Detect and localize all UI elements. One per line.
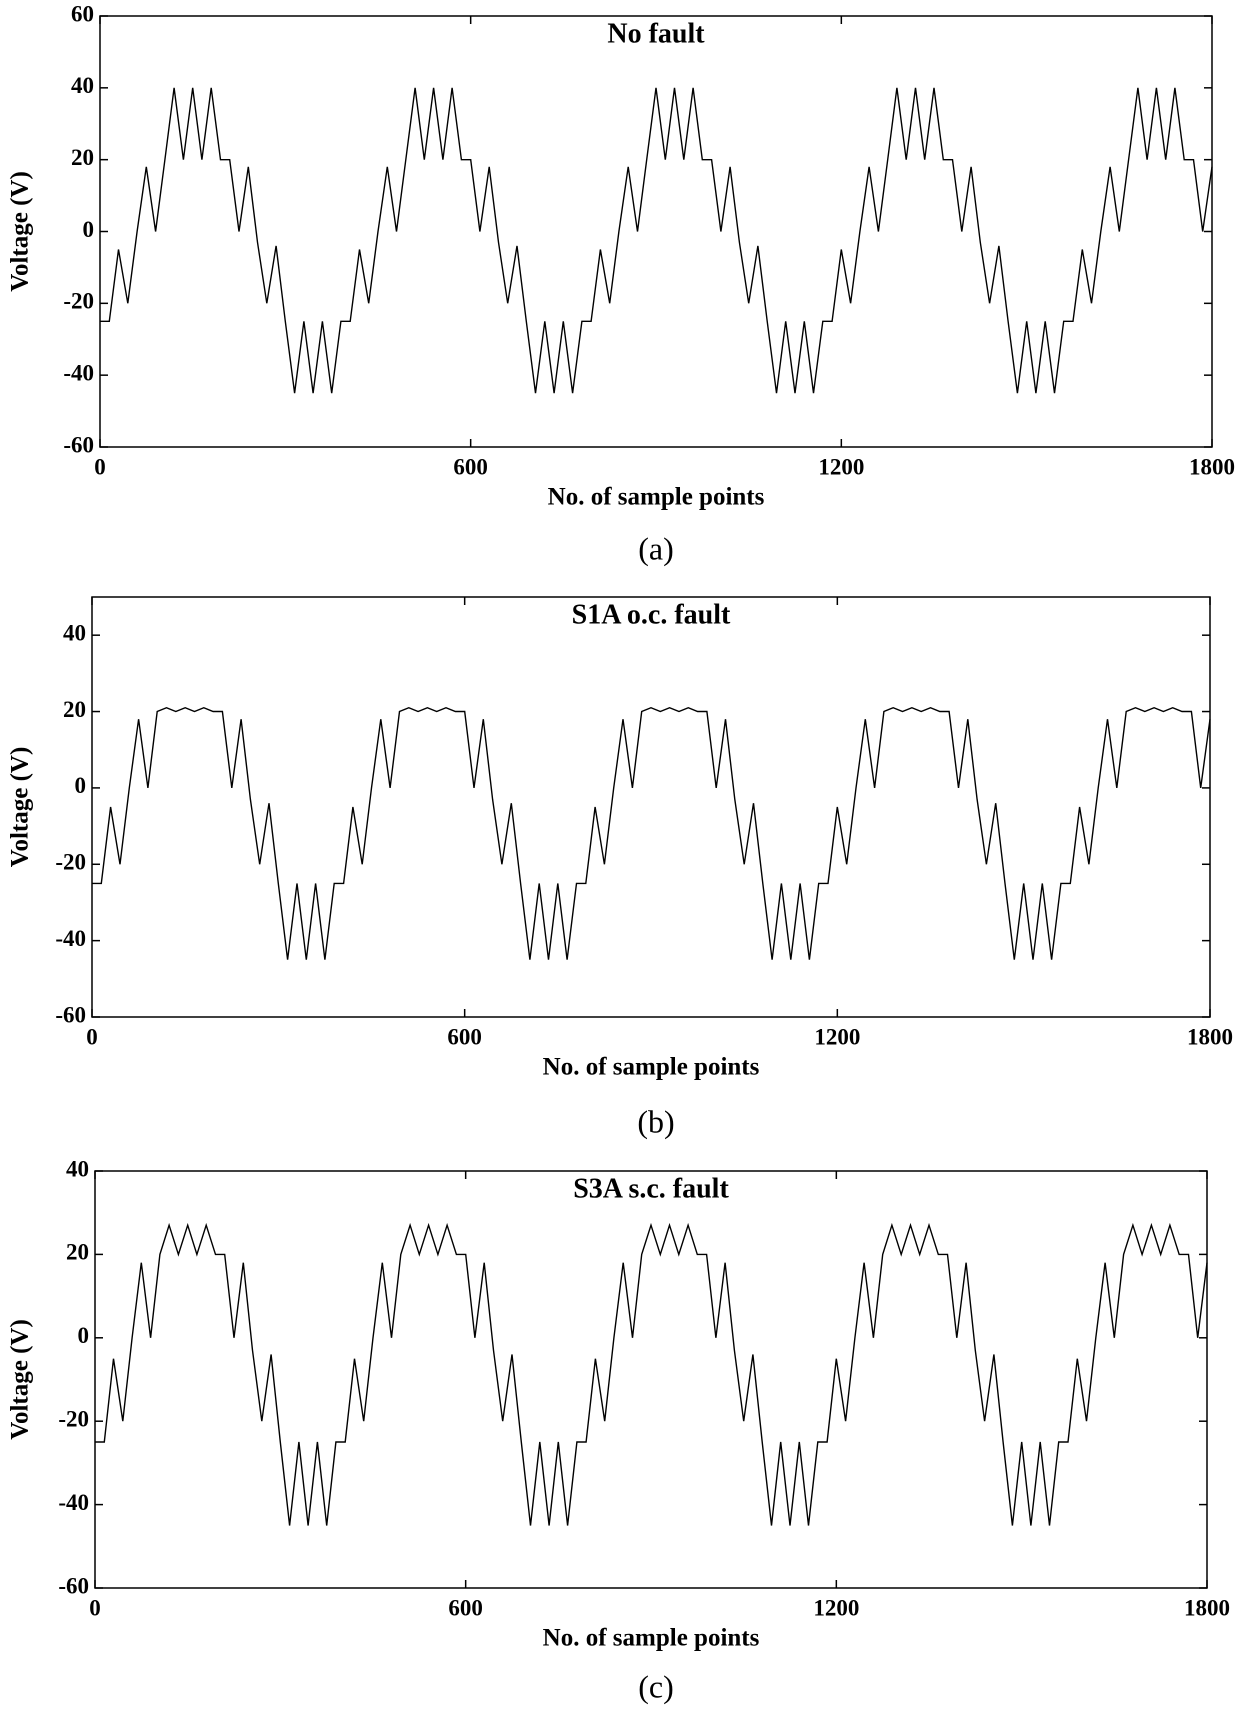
y-tick-label: -20 bbox=[63, 289, 94, 314]
y-tick-label: -20 bbox=[55, 850, 86, 875]
y-tick-label: 60 bbox=[71, 1, 94, 26]
y-tick-label: -40 bbox=[58, 1490, 89, 1515]
y-axis-label: Voltage (V) bbox=[7, 1319, 34, 1440]
y-tick-label: 20 bbox=[63, 697, 86, 722]
x-tick-label: 1200 bbox=[813, 1595, 859, 1620]
voltage-line bbox=[100, 87, 1213, 394]
x-tick-label: 0 bbox=[86, 1024, 98, 1049]
x-tick-label: 600 bbox=[453, 454, 488, 479]
x-tick-label: 0 bbox=[94, 454, 106, 479]
chart-title: S1A o.c. fault bbox=[572, 599, 731, 630]
x-axis-label: No. of sample points bbox=[543, 1625, 760, 1652]
plot-frame bbox=[99, 15, 1213, 448]
y-tick-label: -60 bbox=[63, 432, 94, 457]
plot-frame bbox=[94, 1170, 1208, 1589]
voltage-line bbox=[92, 706, 1211, 960]
y-tick-label: -20 bbox=[58, 1406, 89, 1431]
x-tick-label: 600 bbox=[447, 1024, 482, 1049]
y-tick-label: 40 bbox=[66, 1156, 89, 1181]
y-tick-label: 40 bbox=[71, 73, 94, 98]
caption: (b) bbox=[637, 1103, 674, 1139]
y-tick-label: -60 bbox=[58, 1573, 89, 1598]
x-tick-label: 1800 bbox=[1187, 1024, 1233, 1049]
x-tick-label: 1800 bbox=[1184, 1595, 1230, 1620]
y-axis-label: Voltage (V) bbox=[7, 747, 34, 868]
x-tick-label: 1200 bbox=[814, 1024, 860, 1049]
y-tick-label: -40 bbox=[63, 360, 94, 385]
y-tick-label: 0 bbox=[75, 773, 87, 798]
chart-title: S3A s.c. fault bbox=[573, 1173, 729, 1204]
y-tick-label: 20 bbox=[71, 145, 94, 170]
chart-title: No fault bbox=[607, 18, 705, 49]
y-axis-label: Voltage (V) bbox=[7, 171, 34, 292]
caption: (c) bbox=[638, 1668, 674, 1704]
x-tick-label: 1200 bbox=[818, 454, 864, 479]
y-tick-label: -60 bbox=[55, 1002, 86, 1027]
x-tick-label: 1800 bbox=[1189, 454, 1235, 479]
y-tick-label: 0 bbox=[78, 1323, 90, 1348]
caption: (a) bbox=[638, 530, 674, 566]
y-tick-label: 40 bbox=[63, 620, 86, 645]
y-tick-label: 0 bbox=[83, 217, 95, 242]
x-tick-label: 600 bbox=[448, 1595, 483, 1620]
x-tick-label: 0 bbox=[89, 1595, 101, 1620]
y-tick-label: -40 bbox=[55, 926, 86, 951]
plot-frame bbox=[91, 596, 1211, 1018]
x-axis-label: No. of sample points bbox=[543, 1054, 760, 1081]
voltage-line bbox=[95, 1222, 1208, 1526]
y-tick-label: 20 bbox=[66, 1240, 89, 1265]
x-axis-label: No. of sample points bbox=[548, 484, 765, 511]
